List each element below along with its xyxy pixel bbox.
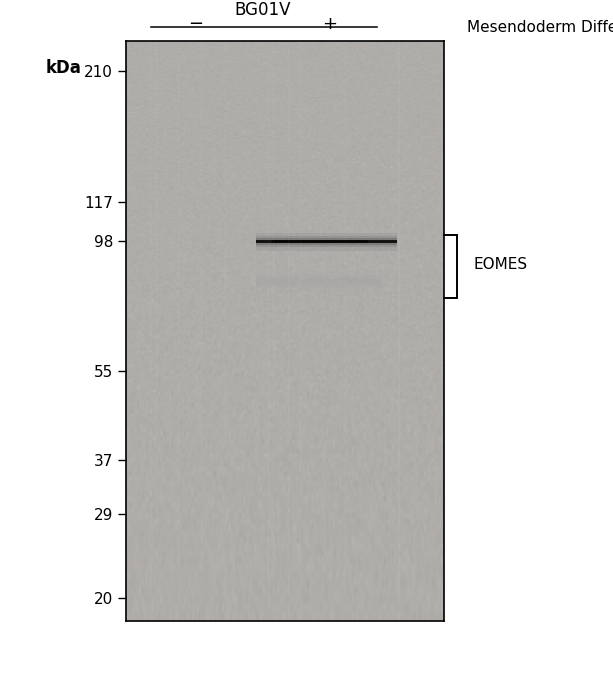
Text: +: + (322, 15, 337, 33)
Text: −: − (188, 15, 204, 33)
Text: kDa: kDa (45, 60, 81, 77)
Text: Mesendoderm Differentiated: Mesendoderm Differentiated (466, 20, 613, 35)
Text: BG01V: BG01V (235, 1, 291, 20)
Text: EOMES: EOMES (473, 257, 527, 272)
